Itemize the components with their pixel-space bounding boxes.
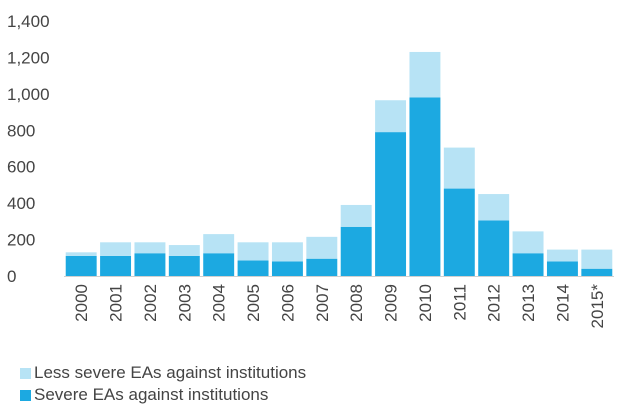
x-axis: 2000 2001 2002 2003 2004 2005 2006 2007 2008 2009… [72, 284, 607, 329]
bar-severe [271, 261, 303, 276]
y-tick-label: 600 [7, 158, 35, 177]
bar-less-severe [478, 194, 510, 221]
x-tick-label: 2014 [553, 284, 572, 322]
x-tick-label: 2000 [72, 284, 91, 322]
bar-less-severe [134, 242, 166, 254]
x-tick-label: 2008 [347, 284, 366, 322]
legend-swatch-less-severe [20, 367, 31, 379]
bar-severe [100, 255, 132, 276]
bar-less-severe [100, 242, 132, 256]
bar-severe [478, 220, 510, 276]
legend-swatch-severe [20, 389, 31, 401]
legend-label-less-severe: Less severe EAs against institutions [34, 363, 307, 382]
bar-less-severe [168, 245, 200, 256]
x-tick-label: 2009 [382, 284, 401, 322]
bar-less-severe [443, 147, 475, 189]
bar-less-severe [271, 242, 303, 262]
bar-severe [512, 253, 544, 276]
bar-less-severe [306, 236, 338, 259]
x-tick-label: 2013 [519, 284, 538, 322]
y-tick-label: 1,400 [7, 12, 50, 31]
bar-severe [443, 188, 475, 276]
x-tick-label: 2002 [141, 284, 160, 322]
x-tick-label: 2015* [588, 284, 607, 329]
bar-less-severe [237, 242, 269, 261]
bar-severe [203, 253, 235, 276]
legend: Less severe EAs against institutions Sev… [20, 362, 306, 406]
y-axis: 0 200 400 600 800 1,000 1,200 1,400 [7, 12, 50, 286]
bar-less-severe [65, 252, 97, 256]
bar-less-severe [512, 231, 544, 254]
bar-severe [409, 97, 441, 276]
y-tick-label: 0 [7, 267, 16, 286]
legend-item-less-severe: Less severe EAs against institutions [20, 362, 306, 384]
x-tick-label: 2004 [210, 284, 229, 322]
bar-severe [306, 258, 338, 276]
bar-less-severe [409, 51, 441, 98]
bar-severe [168, 255, 200, 276]
bar-less-severe [581, 249, 613, 269]
bar-less-severe [203, 234, 235, 254]
y-tick-label: 400 [7, 194, 35, 213]
x-tick-label: 2006 [278, 284, 297, 322]
bar-less-severe [340, 204, 372, 227]
y-tick-label: 200 [7, 231, 35, 250]
bar-severe [581, 268, 613, 276]
bar-severe [237, 260, 269, 276]
x-tick-label: 2005 [244, 284, 263, 322]
x-tick-label: 2010 [416, 284, 435, 322]
x-tick-label: 2012 [485, 284, 504, 322]
bar-less-severe [546, 249, 578, 262]
y-tick-label: 800 [7, 121, 35, 140]
bar-severe [65, 255, 97, 276]
x-tick-label: 2003 [175, 284, 194, 322]
y-tick-label: 1,000 [7, 85, 50, 104]
bar-less-severe [375, 100, 407, 133]
y-tick-label: 1,200 [7, 48, 50, 67]
bar-severe [134, 253, 166, 276]
bar-severe [340, 226, 372, 276]
x-tick-label: 2007 [313, 284, 332, 322]
bar-severe [375, 132, 407, 276]
legend-label-severe: Severe EAs against institutions [34, 385, 269, 404]
bar-severe [546, 261, 578, 276]
bars [65, 51, 613, 276]
legend-item-severe: Severe EAs against institutions [20, 384, 306, 406]
x-tick-label: 2001 [107, 284, 126, 322]
x-tick-label: 2011 [450, 284, 469, 321]
